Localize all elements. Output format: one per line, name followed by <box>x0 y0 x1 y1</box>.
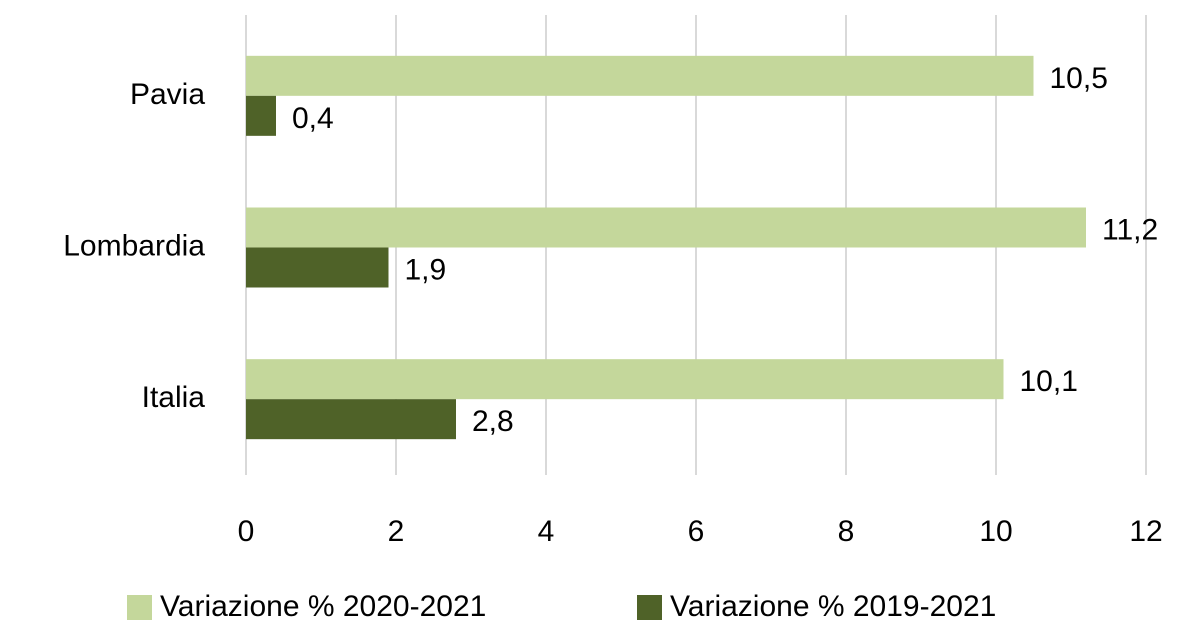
legend-label: Variazione % 2019-2021 <box>670 590 996 623</box>
value-label: 10,5 <box>1050 62 1108 95</box>
legend-swatch <box>127 595 152 620</box>
x-tick-label: 0 <box>238 515 255 548</box>
x-tick-label: 8 <box>838 515 855 548</box>
bar <box>246 207 1086 248</box>
value-label: 10,1 <box>1020 365 1078 398</box>
x-tick-label: 4 <box>538 515 555 548</box>
value-label: 1,9 <box>405 253 447 286</box>
bar <box>246 95 276 136</box>
bar <box>246 399 456 440</box>
value-label: 11,2 <box>1102 213 1158 246</box>
x-tick-label: 10 <box>979 515 1012 548</box>
value-label: 0,4 <box>292 102 334 135</box>
legend-label: Variazione % 2020-2021 <box>160 590 486 623</box>
x-tick-label: 12 <box>1129 515 1162 548</box>
bar <box>246 247 389 288</box>
y-tick-label: Italia <box>142 381 206 414</box>
bar <box>246 359 1004 400</box>
y-tick-label: Lombardia <box>63 229 205 262</box>
legend-swatch <box>637 595 662 620</box>
x-tick-label: 2 <box>388 515 405 548</box>
y-tick-label: Pavia <box>130 78 205 111</box>
x-tick-label: 6 <box>688 515 705 548</box>
value-label: 2,8 <box>472 405 514 438</box>
bar <box>246 55 1034 96</box>
